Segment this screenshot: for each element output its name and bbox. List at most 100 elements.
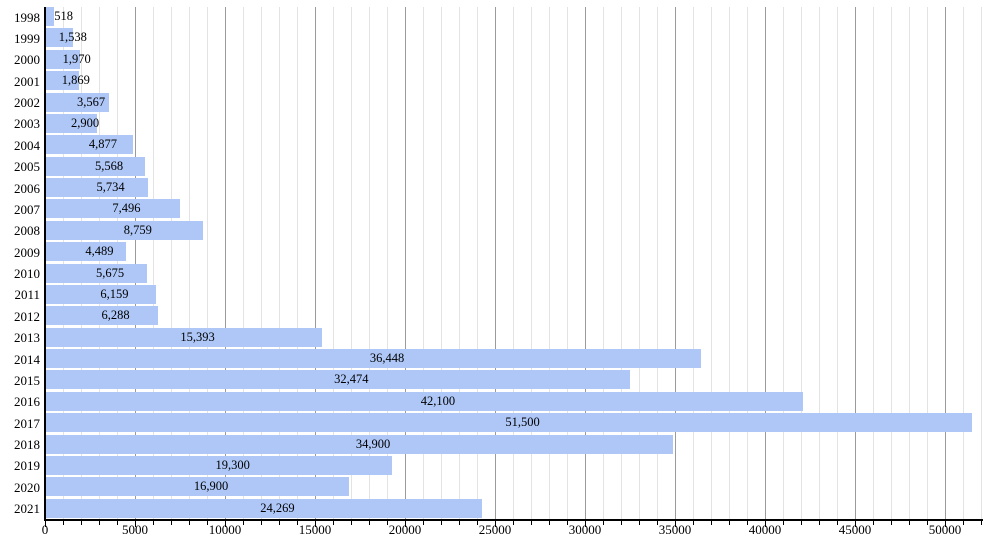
- x-tick-minor: [333, 521, 334, 525]
- bar-2018: [46, 434, 674, 454]
- x-tick-minor: [567, 521, 568, 525]
- bar-2020: [46, 477, 350, 497]
- bar-value-label: 6,159: [100, 286, 129, 301]
- bar-value-label: 42,100: [420, 393, 456, 408]
- gridline-minor: [243, 7, 244, 520]
- x-tick-major: [45, 521, 46, 527]
- x-tick-minor: [387, 521, 388, 525]
- gridline-minor: [333, 7, 334, 520]
- bar-value-label: 1,869: [61, 73, 90, 88]
- x-axis-label-20000: 20000: [388, 522, 422, 536]
- x-tick-minor: [441, 521, 442, 525]
- gridline-major: [495, 7, 496, 520]
- x-tick-minor: [189, 521, 190, 525]
- x-axis-label-50000: 50000: [928, 522, 962, 536]
- y-axis-line: [44, 7, 46, 521]
- x-tick-minor: [909, 521, 910, 525]
- bar-value-label: 5,675: [96, 265, 125, 280]
- gridline-minor: [819, 7, 820, 520]
- gridline-minor: [567, 7, 568, 520]
- x-tick-minor: [783, 521, 784, 525]
- bar-2012: [46, 306, 159, 326]
- x-tick-major: [945, 521, 946, 527]
- gridline-major: [405, 7, 406, 520]
- x-axis-label-0: 0: [41, 522, 49, 536]
- y-axis-label-1999: 1999: [14, 30, 40, 46]
- x-axis-label-40000: 40000: [748, 522, 782, 536]
- x-tick-minor: [801, 521, 802, 525]
- gridline-minor: [279, 7, 280, 520]
- x-tick-major: [855, 521, 856, 527]
- gridline-major: [855, 7, 856, 520]
- gridline-minor: [603, 7, 604, 520]
- bar-value-label: 5,734: [96, 180, 125, 194]
- gridline-minor: [891, 7, 892, 520]
- bar-value-label: 2,900: [71, 115, 100, 130]
- bar-value-label: 1,970: [62, 51, 91, 66]
- y-axis-label-1998: 1998: [14, 9, 40, 25]
- y-axis-label-2006: 2006: [14, 180, 40, 196]
- bar-2014: [46, 349, 702, 368]
- x-axis-line: [44, 519, 983, 521]
- y-axis-label-2007: 2007: [14, 201, 40, 217]
- x-tick-minor: [63, 521, 64, 525]
- gridline-minor: [621, 7, 622, 520]
- gridline-minor: [963, 7, 964, 520]
- bar-2007: [46, 199, 180, 219]
- bar-2021: [46, 498, 482, 518]
- bar-value-label: 51,500: [505, 415, 540, 430]
- bar-1999: [46, 28, 73, 48]
- gridline-minor: [189, 7, 190, 520]
- bar-value-label: 6,288: [101, 308, 130, 323]
- bar-2008: [46, 220, 203, 240]
- y-axis-label-2015: 2015: [14, 372, 40, 388]
- gridline-minor: [459, 7, 460, 520]
- gridline-minor: [297, 7, 298, 520]
- gridline-major: [765, 7, 766, 520]
- gridline-minor: [261, 7, 262, 520]
- gridline-minor: [477, 7, 478, 520]
- x-tick-minor: [207, 521, 208, 525]
- bar-2004: [46, 135, 133, 155]
- x-axis-label-30000: 30000: [568, 522, 602, 536]
- gridline-minor: [783, 7, 784, 520]
- gridline-minor: [207, 7, 208, 520]
- x-axis-label-5000: 5000: [122, 522, 148, 536]
- gridline-minor: [729, 7, 730, 520]
- y-axis-label-2021: 2021: [14, 501, 40, 517]
- y-axis-label-2002: 2002: [14, 95, 40, 110]
- y-axis-label-2010: 2010: [14, 266, 40, 281]
- bar-value-label: 15,393: [180, 329, 215, 344]
- bar-2019: [46, 455, 393, 475]
- gridline-minor: [171, 7, 172, 520]
- bar-2009: [46, 242, 126, 262]
- x-tick-minor: [693, 521, 694, 525]
- x-tick-minor: [369, 521, 370, 525]
- bar-value-label: 4,489: [85, 244, 114, 259]
- x-tick-major: [495, 521, 496, 527]
- gridline-minor: [837, 7, 838, 520]
- bar-value-label: 36,448: [369, 351, 405, 365]
- x-tick-major: [405, 521, 406, 527]
- x-tick-minor: [981, 521, 982, 525]
- gridline-minor: [369, 7, 370, 520]
- y-axis-label-2020: 2020: [14, 479, 40, 495]
- y-axis-label-2011: 2011: [14, 287, 40, 303]
- gridline-major: [675, 7, 676, 520]
- gridline-major: [945, 7, 946, 520]
- x-tick-minor: [603, 521, 604, 525]
- x-tick-minor: [261, 521, 262, 525]
- x-tick-minor: [621, 521, 622, 525]
- bar-1998: [46, 7, 55, 26]
- gridline-minor: [639, 7, 640, 520]
- bar-2002: [46, 92, 110, 112]
- bar-2017: [46, 413, 972, 433]
- x-tick-minor: [243, 521, 244, 525]
- y-axis-label-2000: 2000: [14, 52, 40, 68]
- x-tick-major: [225, 521, 226, 527]
- gridline-minor: [531, 7, 532, 520]
- x-tick-major: [315, 521, 316, 527]
- gridline-minor: [747, 7, 748, 520]
- x-tick-minor: [423, 521, 424, 525]
- gridline-minor: [873, 7, 874, 520]
